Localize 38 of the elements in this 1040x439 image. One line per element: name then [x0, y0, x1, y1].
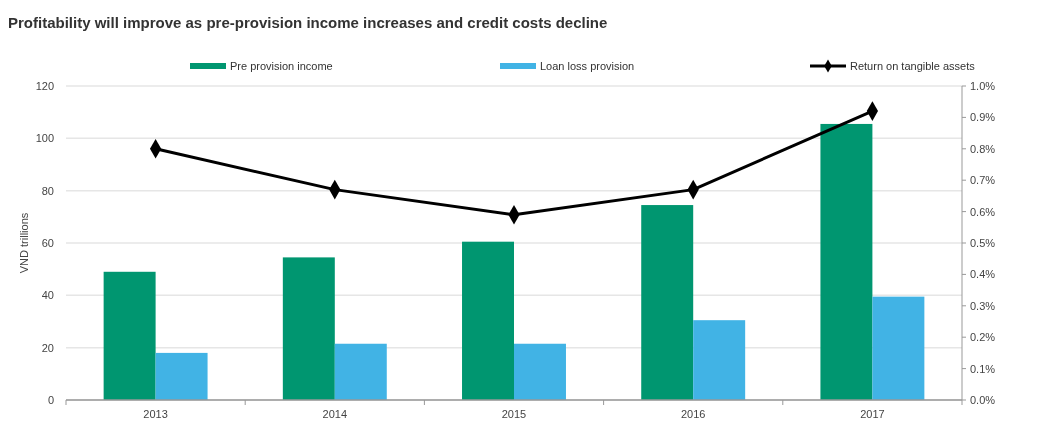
bar: [514, 343, 566, 400]
y2-tick-label: 1.0%: [970, 80, 996, 92]
bar: [693, 320, 746, 400]
y-tick-label: 100: [35, 132, 54, 145]
y-tick-label: 60: [41, 237, 54, 249]
x-tick-label: 2017: [860, 408, 885, 420]
bar: [103, 271, 156, 400]
bar: [282, 257, 335, 400]
y2-tick-label: 0.8%: [970, 142, 996, 155]
y-axis-title: VND trillions: [18, 212, 30, 274]
x-tick-label: 2014: [322, 408, 348, 420]
legend-label: Loan loss provision: [540, 60, 635, 72]
x-tick-label: 2015: [501, 408, 527, 420]
y-tick-label: 20: [41, 341, 54, 354]
legend-label: Return on tangible assets: [850, 60, 976, 72]
y-tick-label: 0: [47, 394, 54, 406]
bar: [334, 343, 387, 400]
y-tick-label: 120: [35, 80, 54, 92]
y2-tick-label: 0.9%: [970, 111, 996, 124]
legend-label: Pre provision income: [230, 60, 333, 72]
bar: [462, 241, 514, 400]
bar: [872, 296, 925, 400]
y2-tick-label: 0.0%: [970, 394, 996, 406]
y2-tick-label: 0.4%: [970, 268, 996, 281]
bar: [820, 123, 873, 400]
bar: [155, 352, 208, 400]
y2-tick-label: 0.7%: [970, 174, 996, 187]
y-tick-label: 80: [41, 184, 54, 197]
x-tick-label: 2016: [680, 408, 706, 420]
y2-tick-label: 0.2%: [970, 331, 996, 344]
y2-tick-label: 0.5%: [970, 237, 996, 249]
y2-tick-label: 0.6%: [970, 205, 996, 218]
chart-title: Profitability will improve as pre-provision income increases and credit costs decline: [8, 14, 608, 31]
bar: [641, 205, 694, 400]
y-tick-label: 40: [41, 289, 54, 302]
y2-tick-label: 0.3%: [970, 299, 996, 312]
y2-tick-label: 0.1%: [970, 362, 996, 375]
x-tick-label: 2013: [143, 408, 168, 420]
